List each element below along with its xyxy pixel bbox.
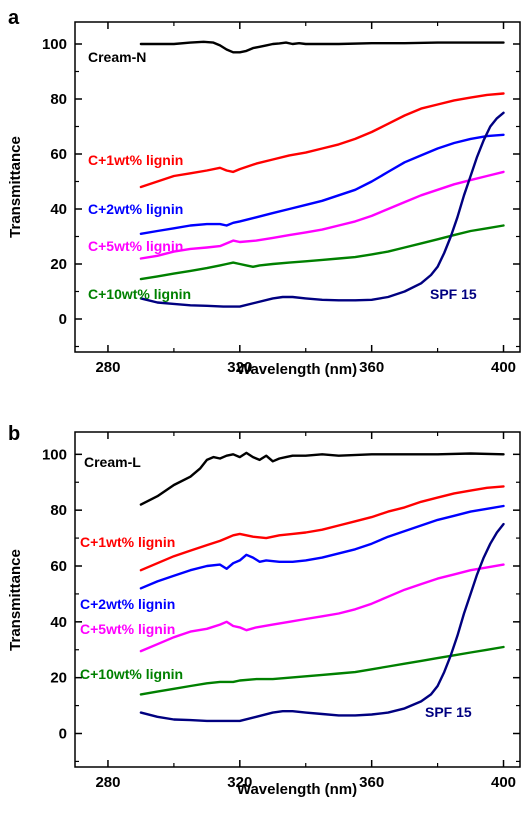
y-tick-label: 100 <box>42 36 67 53</box>
panel-a-label-cream-n: Cream-N <box>88 49 146 65</box>
series-line-cream-l <box>139 451 505 506</box>
panel-a-letter: a <box>8 7 20 29</box>
panel-b-label-c5: C+5wt% lignin <box>80 621 175 637</box>
y-tick-label: 60 <box>50 146 67 163</box>
panel-a-label-spf15: SPF 15 <box>430 286 477 302</box>
series-line-c-10wt-lignin <box>139 224 505 281</box>
panel-a-y-ticks: 0 20 40 60 80 100 <box>42 36 520 348</box>
panel-a-series <box>139 40 505 308</box>
x-tick-label: 280 <box>95 774 120 791</box>
panel-b-y-axis-title: Transmittance <box>7 549 24 651</box>
panel-b-x-ticks: 280 320 360 400 <box>95 432 516 791</box>
panel-b: b 280 320 360 400 0 20 40 60 80 100 Wavelength (… <box>7 423 521 798</box>
panel-b-label-spf15: SPF 15 <box>425 704 472 720</box>
series-line-c-1wt-lignin <box>139 92 505 189</box>
x-tick-label: 320 <box>227 774 252 791</box>
x-tick-label: 360 <box>359 359 384 376</box>
y-tick-label: 0 <box>59 726 67 743</box>
y-tick-label: 0 <box>59 311 67 328</box>
panel-b-x-axis-title: Wavelength (nm) <box>237 781 357 798</box>
panel-a-label-c10: C+10wt% lignin <box>88 286 191 302</box>
series-line-c-2wt-lignin <box>139 133 505 236</box>
panel-b-label-c1: C+1wt% lignin <box>80 534 175 550</box>
panel-a-x-axis-title: Wavelength (nm) <box>237 361 357 378</box>
panel-b-label-c2: C+2wt% lignin <box>80 596 175 612</box>
series-line-c-5wt-lignin <box>139 170 505 260</box>
x-tick-label: 320 <box>227 359 252 376</box>
panel-b-label-cream-l: Cream-L <box>84 454 141 470</box>
series-line-spf-15 <box>139 111 505 308</box>
series-line-cream-n <box>139 40 505 54</box>
y-tick-label: 80 <box>50 91 67 108</box>
panel-b-series <box>139 451 505 723</box>
y-tick-label: 60 <box>50 558 67 575</box>
panel-a: a 280 320 360 400 0 20 40 60 80 100 Wavelength (… <box>7 7 521 378</box>
y-tick-label: 40 <box>50 614 67 631</box>
x-tick-label: 360 <box>359 774 384 791</box>
panel-a-label-c5: C+5wt% lignin <box>88 238 183 254</box>
y-tick-label: 40 <box>50 201 67 218</box>
panel-b-letter: b <box>8 423 20 445</box>
y-tick-label: 80 <box>50 502 67 519</box>
panel-b-label-c10: C+10wt% lignin <box>80 666 183 682</box>
series-line-c-5wt-lignin <box>139 563 505 653</box>
y-tick-label: 20 <box>50 670 67 687</box>
series-line-c-1wt-lignin <box>139 485 505 572</box>
x-tick-label: 280 <box>95 359 120 376</box>
panel-a-label-c1: C+1wt% lignin <box>88 152 183 168</box>
y-tick-label: 20 <box>50 256 67 273</box>
panel-b-y-ticks: 0 20 40 60 80 100 <box>42 446 520 763</box>
y-tick-label: 100 <box>42 446 67 463</box>
series-line-c-10wt-lignin <box>139 645 505 696</box>
panel-a-x-ticks: 280 320 360 400 <box>95 22 516 376</box>
panel-a-y-axis-title: Transmittance <box>7 136 24 238</box>
series-line-c-2wt-lignin <box>139 504 505 590</box>
panel-a-plot-frame <box>74 21 521 353</box>
series-line-spf-15 <box>139 522 505 723</box>
panel-b-plot-frame <box>74 431 521 768</box>
panel-a-label-c2: C+2wt% lignin <box>88 201 183 217</box>
x-tick-label: 400 <box>491 774 516 791</box>
x-tick-label: 400 <box>491 359 516 376</box>
